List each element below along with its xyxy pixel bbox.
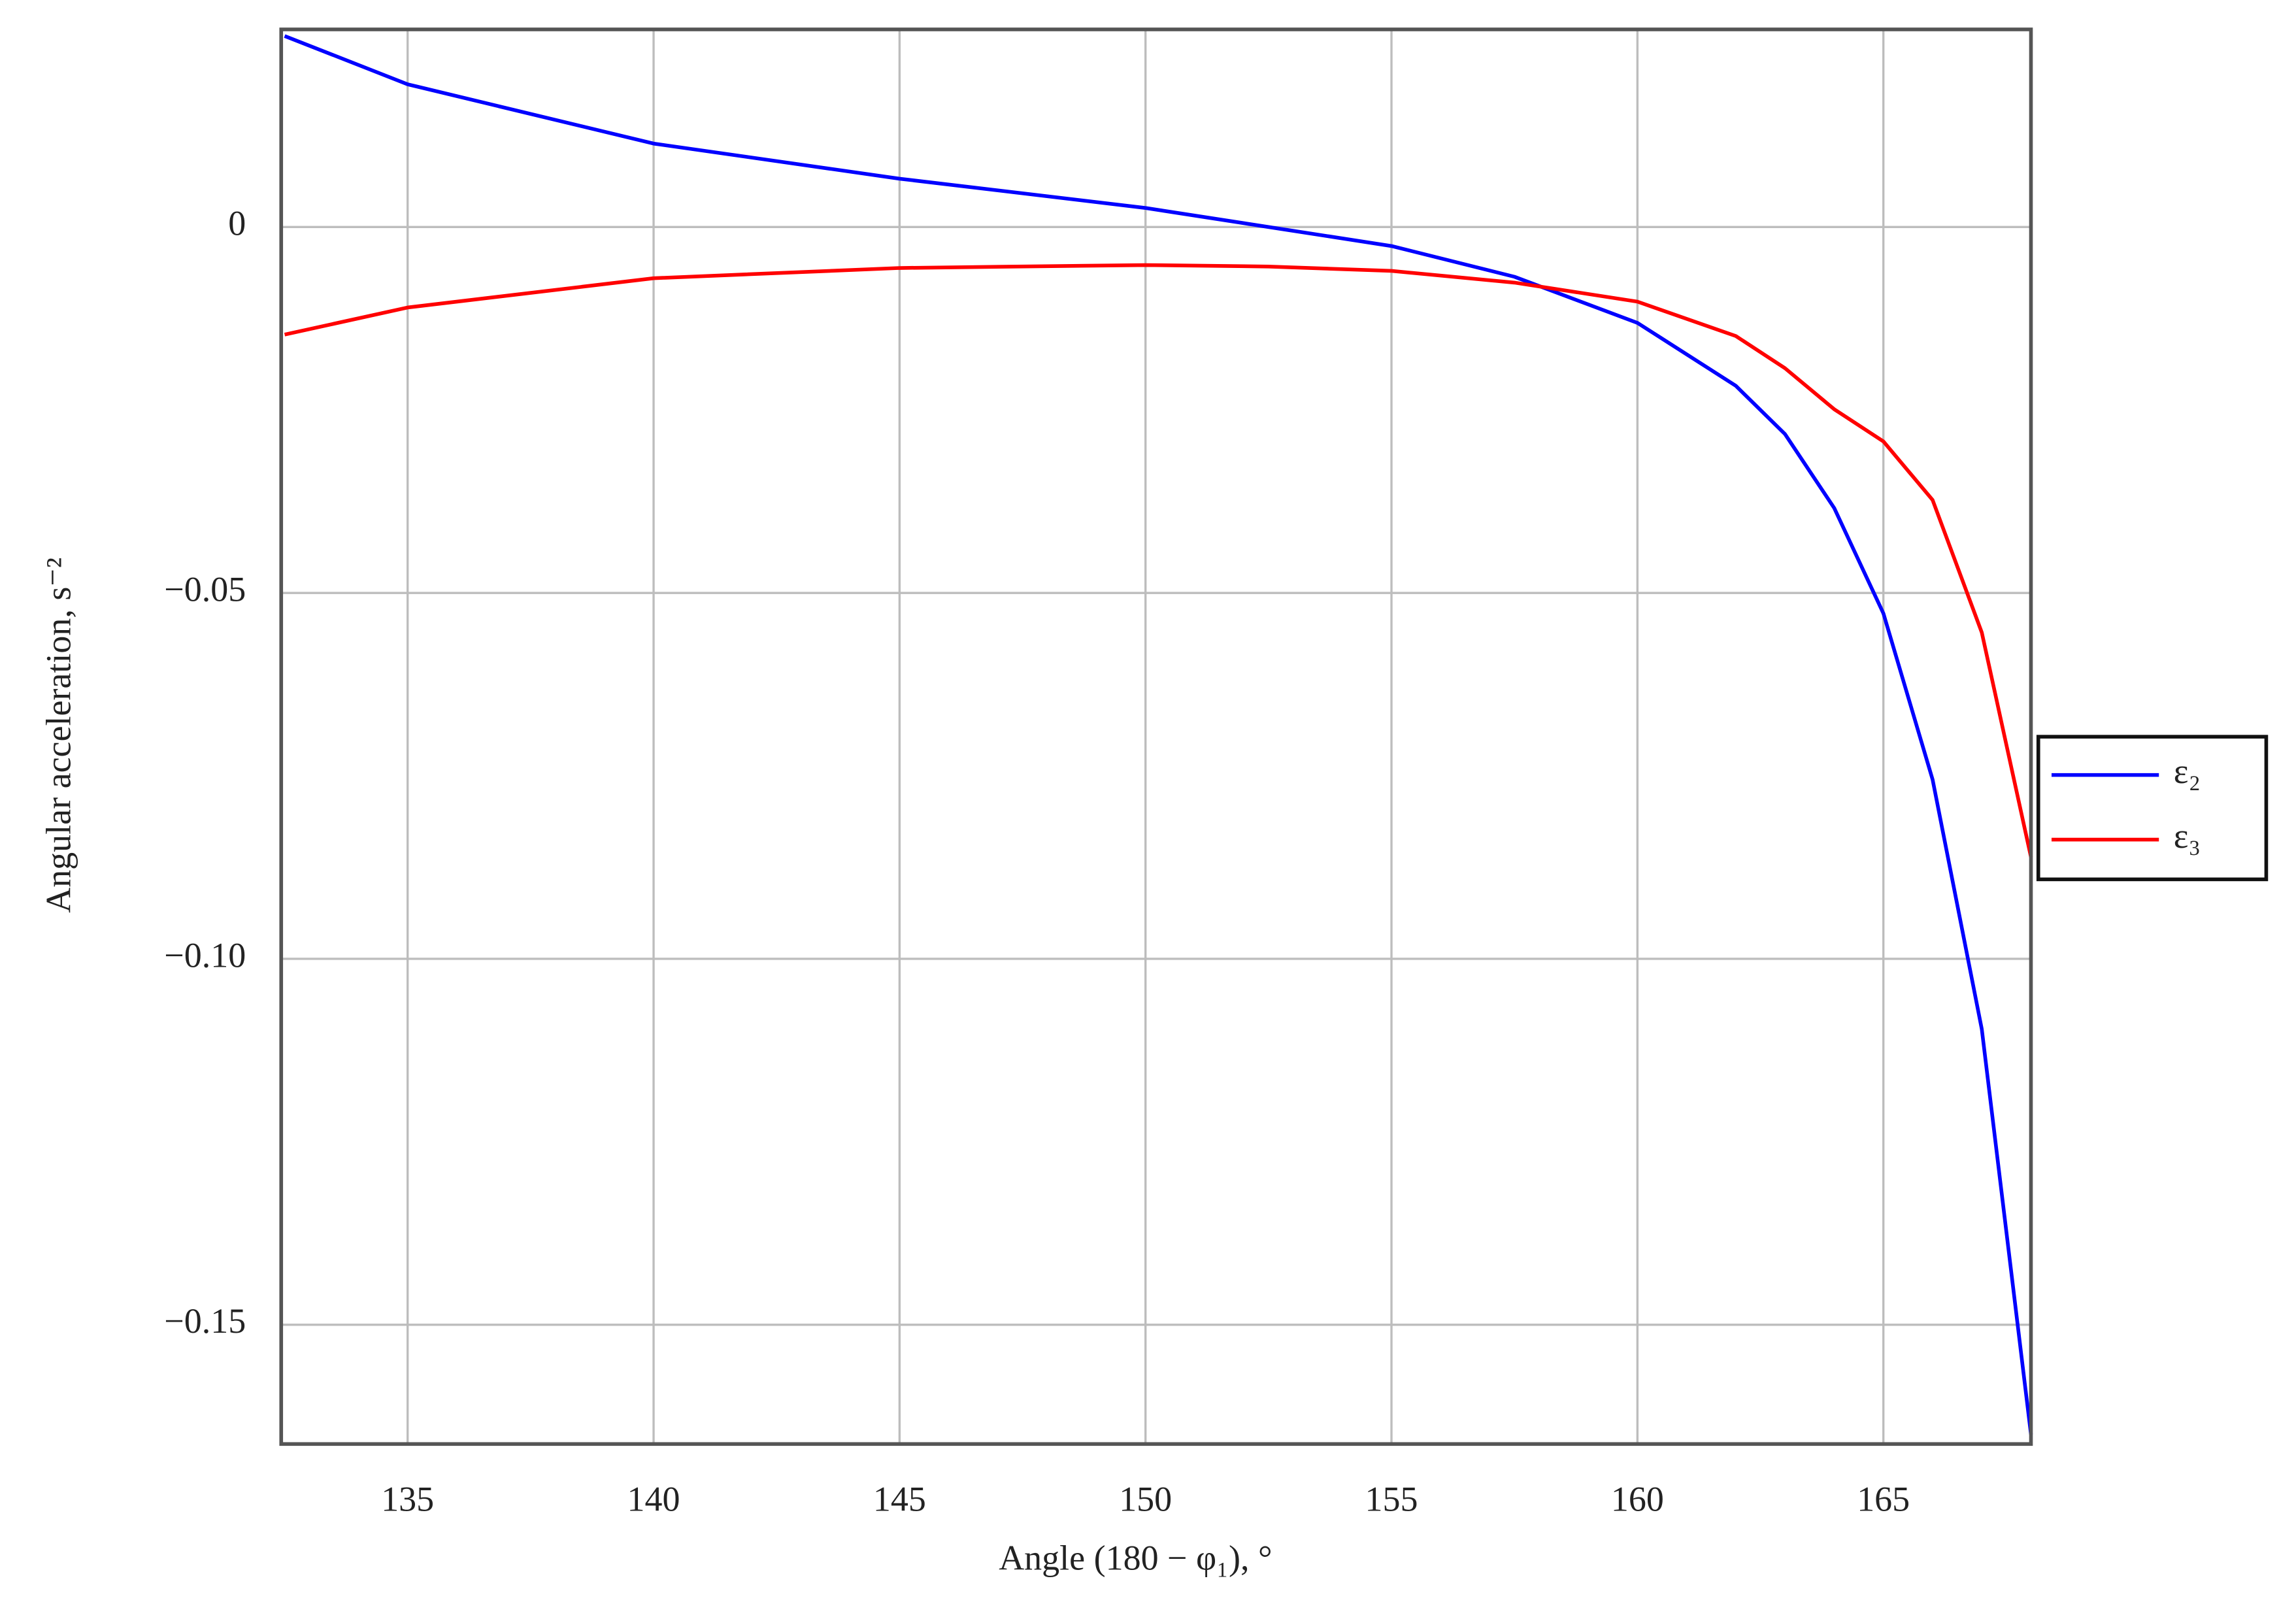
legend-box xyxy=(2036,735,2269,882)
y-tick-label: −0.15 xyxy=(164,1301,246,1341)
series-line xyxy=(284,263,2033,858)
series-line xyxy=(284,34,2033,1435)
y-axis-title: Angular acceleration, s⁻² xyxy=(39,558,78,913)
x-tick-label: 135 xyxy=(381,1480,434,1519)
plot-frame xyxy=(279,27,2033,1446)
x-axis-title: Angle (180 − φ₁), ° xyxy=(999,1539,1272,1578)
y-tick-label: −0.05 xyxy=(164,570,246,609)
x-tick-label: 145 xyxy=(873,1480,926,1519)
legend: ε₂ ε₃ xyxy=(2036,735,2269,882)
x-tick-label: 165 xyxy=(1857,1480,1910,1519)
x-tick-label: 160 xyxy=(1611,1480,1664,1519)
plot-lines xyxy=(284,34,2033,1435)
legend-label: ε₃ xyxy=(2174,816,2201,856)
x-tick-label: 155 xyxy=(1365,1480,1418,1519)
y-tick-label: 0 xyxy=(228,204,246,243)
x-tick-label: 140 xyxy=(627,1480,680,1519)
y-tick-label: −0.10 xyxy=(164,935,246,975)
legend-label: ε₂ xyxy=(2174,752,2201,791)
x-tick-label: 150 xyxy=(1119,1480,1172,1519)
grid xyxy=(281,29,2031,1444)
